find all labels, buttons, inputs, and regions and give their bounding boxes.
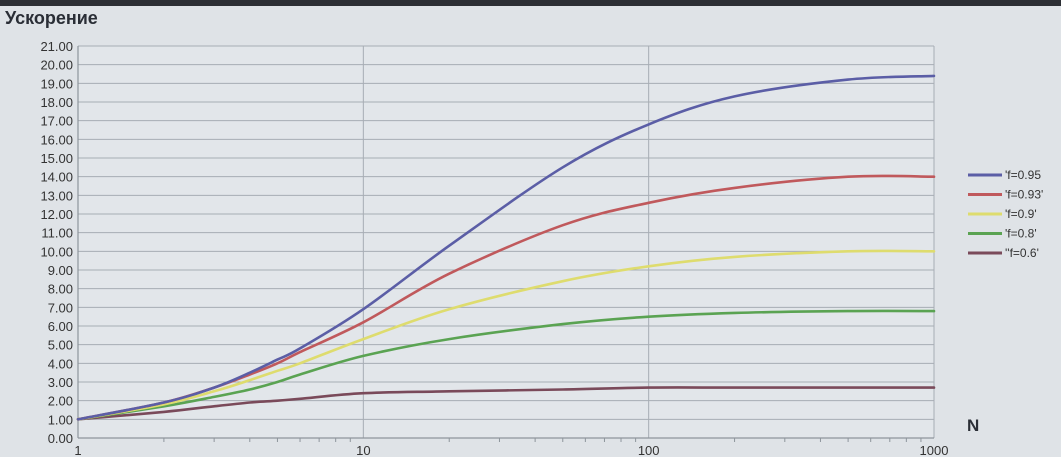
y-tick-label: 2.00 (48, 394, 73, 409)
y-tick-label: 19.00 (40, 76, 73, 91)
y-tick-label: 13.00 (40, 188, 73, 203)
y-tick-label: 1.00 (48, 412, 73, 427)
legend-label: ''f=0.6' (1005, 246, 1039, 260)
x-axis-label: N (967, 416, 979, 435)
legend-label: 'f=0.95 (1005, 168, 1041, 182)
y-tick-label: 17.00 (40, 114, 73, 129)
y-tick-label: 9.00 (48, 263, 73, 278)
y-tick-label: 3.00 (48, 375, 73, 390)
y-tick-label: 5.00 (48, 338, 73, 353)
series-line-4 (76, 386, 936, 421)
series-lines (76, 74, 936, 421)
y-tick-labels: 0.00 1.00 2.00 3.00 4.00 5.00 6.00 7.00 8.00 9.00… (40, 39, 73, 446)
y-tick-label: 10.00 (40, 244, 73, 259)
x-tick-label: 10 (356, 443, 370, 457)
top-edge-bar (0, 0, 1061, 6)
plot-area (78, 46, 934, 438)
legend: 'f=0.95 'f=0.93' 'f=0.9' 'f=0.8' ''f=0.6' (968, 168, 1043, 260)
y-tick-label: 0.00 (48, 431, 73, 446)
y-tick-label: 11.00 (41, 226, 73, 241)
series-line-3 (76, 309, 936, 421)
x-tick-label: 1000 (920, 443, 949, 457)
x-tick-label: 1 (74, 443, 81, 457)
y-tick-label: 7.00 (48, 300, 73, 315)
y-tick-label: 20.00 (40, 58, 73, 73)
legend-label: 'f=0.93' (1005, 188, 1043, 202)
y-tick-label: 21.00 (40, 39, 73, 54)
series-line-0 (76, 74, 936, 421)
series-line-2 (76, 249, 936, 421)
y-tick-label: 16.00 (40, 132, 73, 147)
y-tick-label: 4.00 (48, 356, 73, 371)
y-tick-label: 14.00 (40, 170, 73, 185)
y-tick-label: 12.00 (40, 207, 73, 222)
x-tick-labels: 1 10 100 1000 (74, 443, 948, 457)
legend-label: 'f=0.9' (1005, 207, 1037, 221)
y-tick-label: 15.00 (40, 151, 73, 166)
chart-title: Ускорение (5, 8, 98, 28)
y-tick-label: 18.00 (40, 95, 73, 110)
y-tick-label: 8.00 (48, 282, 73, 297)
legend-label: 'f=0.8' (1005, 227, 1037, 241)
y-tick-label: 6.00 (48, 319, 73, 334)
grid-lines (77, 45, 935, 442)
x-tick-label: 100 (638, 443, 660, 457)
